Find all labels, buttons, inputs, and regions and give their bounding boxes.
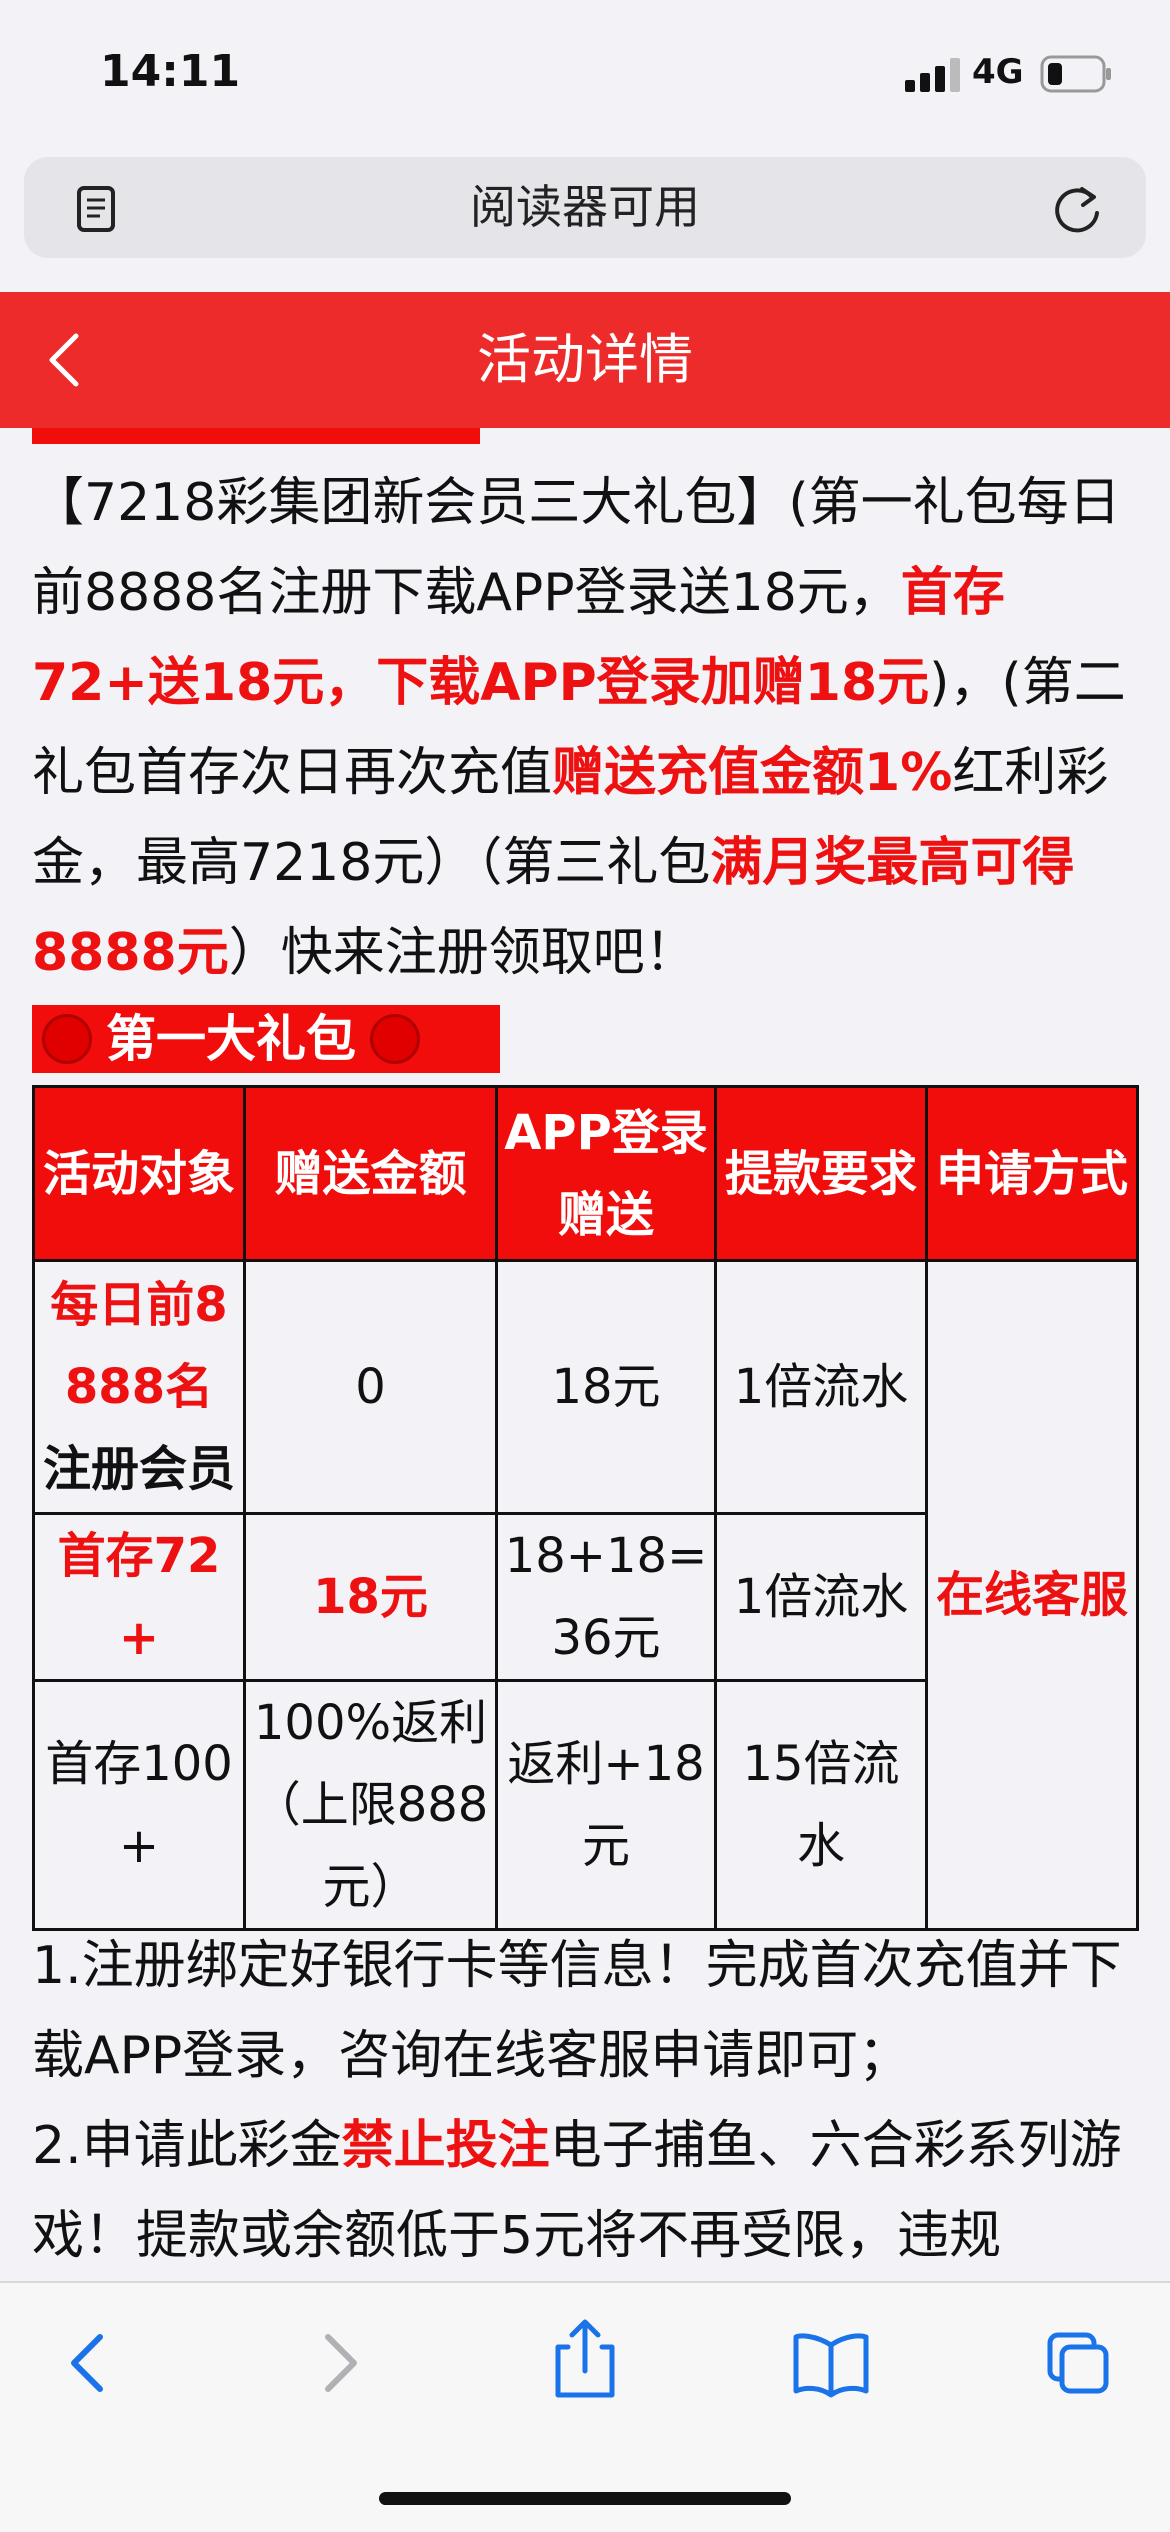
signal-icon: [905, 58, 960, 92]
cropped-heading: [32, 428, 480, 444]
cell-text: 1倍流水: [733, 1569, 909, 1625]
table-cell: 每日前8888名注册会员: [32, 1259, 246, 1515]
text: 红利彩金，最高7218元）（第三礼包: [32, 743, 1109, 893]
content: 【7218彩集团新会员三大礼包】(第一礼包每日前8888名注册下载APP登录送1…: [0, 428, 1170, 2281]
text: 【7218彩集团新会员三大礼包】(第一礼包每日前8888名注册下载APP登录送1…: [32, 473, 1121, 623]
cell-text: 0: [355, 1359, 386, 1415]
section-heading: 第一大礼包: [32, 1005, 500, 1073]
cell-text: 首存72+: [57, 1528, 221, 1666]
cell-text: 1倍流水: [733, 1359, 909, 1415]
table-row: 每日前8888名 注册会员 0 18元 1倍流水 在线客服: [32, 1259, 1139, 1931]
highlight-text: 禁止投注: [341, 2116, 550, 2176]
highlight-text: 满月奖最高可得8888元: [32, 833, 1075, 983]
header-cell: 提款要求: [714, 1085, 928, 1262]
table-cell: 首存100+: [32, 1679, 246, 1931]
cell-text: 注册会员: [42, 1441, 235, 1497]
table-cell: 15倍流水: [714, 1679, 928, 1931]
table-cell: 100%返利（上限888元）: [243, 1679, 498, 1931]
dot: [42, 1014, 92, 1064]
note-paragraph: 2.申请此彩金禁止投注电子捕鱼、六合彩系列游戏！提款或余额低于5元将不再受限，违…: [32, 2101, 1142, 2281]
merged-cell: 在线客服: [925, 1259, 1139, 1931]
table-row: 首存100+ 100%返利（上限888元） 返利+18元 15倍流水: [32, 1679, 1138, 1931]
tabs-icon[interactable]: [1047, 2332, 1109, 2394]
network-type: 4G: [972, 52, 1024, 92]
notes: 1.注册绑定好银行卡等信息！完成首次充值并下载APP登录，咨询在线客服申请即可；…: [32, 1921, 1142, 2281]
cell-text: 每日前8888名: [50, 1277, 228, 1415]
cell-text: 18元: [313, 1569, 428, 1625]
table-header: 活动对象 赠送金额 APP登录赠送 提款要求 申请方式: [32, 1085, 1139, 1262]
cell-text: 首存100+: [45, 1736, 233, 1874]
toolbar-icons: [71, 2319, 1109, 2398]
cell-text: 18+18=36元: [504, 1528, 708, 1666]
cell-text: 在线客服: [935, 1567, 1128, 1623]
back-icon[interactable]: [71, 2334, 103, 2392]
cell-text: 18元: [551, 1359, 661, 1415]
browser-toolbar: [0, 2281, 1170, 2532]
text: 电子捕鱼、六合彩系列游戏！提款或余额低于5元将不再受限，违规: [32, 2116, 1122, 2266]
table-cell: 1倍流水: [714, 1512, 928, 1682]
reader-icon[interactable]: [76, 185, 116, 233]
header-cell: 申请方式: [925, 1085, 1139, 1262]
text: 2.申请此彩金: [32, 2116, 342, 2176]
bookmarks-icon[interactable]: [793, 2333, 869, 2398]
header-title: 活动详情: [477, 328, 693, 391]
home-indicator: [379, 2492, 791, 2505]
url-bar[interactable]: 阅读器可用: [24, 157, 1146, 258]
highlight-text: 赠送充值金额1%: [552, 743, 953, 803]
text: ）快来注册领取吧！: [228, 923, 697, 983]
cell-text: 15倍流水: [742, 1736, 900, 1874]
header-cell: 赠送金额: [243, 1085, 498, 1262]
table-cell: 18元: [495, 1259, 717, 1515]
forward-icon[interactable]: [325, 2334, 357, 2392]
table-body: 每日前8888名 注册会员 0 18元 1倍流水 在线客服 首存72+ 18元 18+18=36…: [32, 1259, 1139, 1931]
page-header: 活动详情: [0, 292, 1170, 428]
intro-text: 【7218彩集团新会员三大礼包】(第一礼包每日前8888名注册下载APP登录送1…: [32, 458, 1142, 998]
header-cell: APP登录赠送: [495, 1085, 717, 1262]
text: )，(第二礼包首存次日再次充值: [32, 653, 1126, 803]
battery-icon: [1040, 55, 1111, 93]
share-icon[interactable]: [555, 2319, 615, 2398]
table-cell: 0: [243, 1259, 498, 1515]
back-button[interactable]: [44, 332, 84, 388]
header-cell: 活动对象: [32, 1085, 246, 1262]
table-row: 首存72+ 18元 18+18=36元 1倍流水: [32, 1512, 1138, 1682]
table-cell: 18元: [243, 1512, 498, 1682]
table-cell: 首存72+: [32, 1512, 246, 1682]
note-paragraph: 1.注册绑定好银行卡等信息！完成首次充值并下载APP登录，咨询在线客服申请即可；: [32, 1921, 1142, 2101]
gift-table: 活动对象 赠送金额 APP登录赠送 提款要求 申请方式 每日前8888名注册会员 0 18元…: [32, 1085, 1139, 1931]
table-cell: 1倍流水: [714, 1259, 928, 1515]
url-text[interactable]: 阅读器可用: [470, 180, 700, 234]
text: 1.注册绑定好银行卡等信息！完成首次充值并下载APP登录，咨询在线客服申请即可；: [32, 1936, 1122, 2086]
status-bar: 14:11 4G: [0, 0, 1170, 150]
table-cell: 返利+18元: [495, 1679, 717, 1931]
cell-text: 100%返利（上限888元）: [252, 1695, 489, 1915]
dot: [370, 1014, 420, 1064]
status-time: 14:11: [100, 46, 241, 97]
table-cell: 18+18=36元: [495, 1512, 717, 1682]
reload-icon[interactable]: [1052, 183, 1104, 235]
section-title: 第一大礼包: [106, 1010, 356, 1068]
cell-text: 返利+18元: [507, 1736, 705, 1874]
highlight-text: 首存72+送18元，下载APP登录加赠18元: [32, 563, 1005, 713]
